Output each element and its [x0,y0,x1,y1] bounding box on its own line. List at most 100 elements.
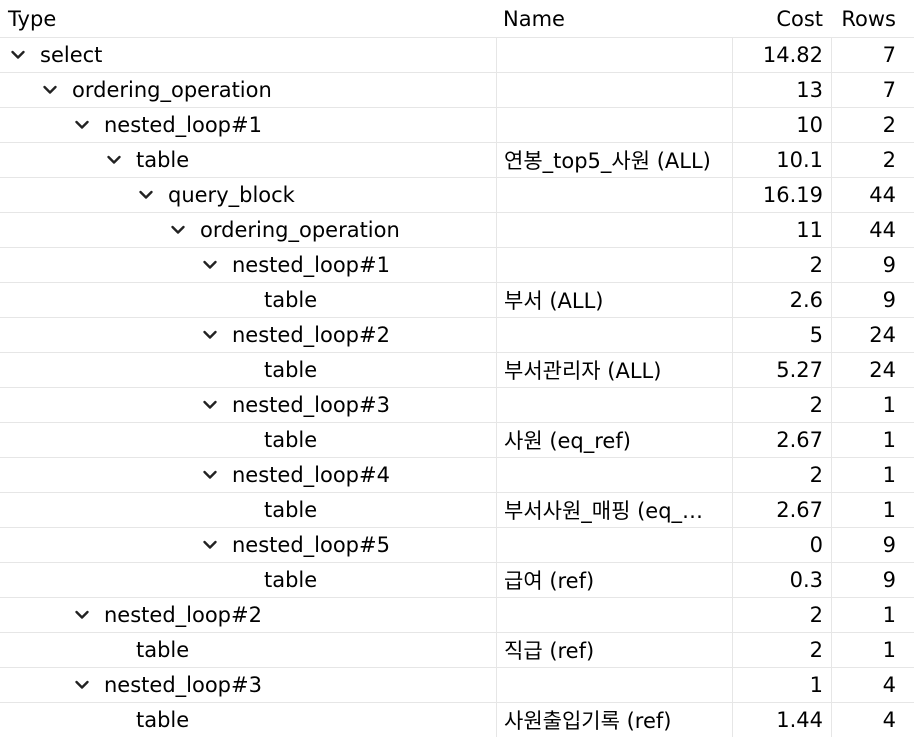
chevron-down-icon[interactable] [200,388,232,422]
type-cell: table [0,493,496,527]
type-cell: nested_loop#4 [0,458,496,492]
type-label: nested_loop#3 [104,673,262,697]
name-label: 사원 (eq_ref) [504,429,631,453]
type-label: select [40,43,103,67]
tree-row[interactable]: table 부서사원_매핑 (eq_… 2.67 1 [0,492,914,527]
type-cell: nested_loop#3 [0,668,496,702]
name-label: 직급 (ref) [504,639,595,663]
type-cell: nested_loop#2 [0,598,496,632]
tree-row[interactable]: table 부서 (ALL) 2.6 9 [0,282,914,317]
tree-row[interactable]: nested_loop#2 5 24 [0,317,914,352]
chevron-down-icon[interactable] [40,73,72,107]
cost-cell: 5.27 [732,353,831,387]
cost-cell: 2 [732,388,831,422]
name-label: 부서사원_매핑 (eq_… [504,499,704,523]
name-label: 연봉_top5_사원 (ALL) [504,149,711,173]
tree-row[interactable]: query_block 16.19 44 [0,177,914,212]
cost-cell: 0 [732,528,831,562]
rows-cell: 9 [831,283,914,317]
type-label: table [264,568,318,592]
type-label: nested_loop#5 [232,533,390,557]
rows-cell: 24 [831,318,914,352]
chevron-down-icon[interactable] [72,108,104,142]
tree-row[interactable]: table 부서관리자 (ALL) 5.27 24 [0,352,914,387]
tree-row[interactable]: select 14.82 7 [0,37,914,72]
tree-row[interactable]: nested_loop#3 1 4 [0,667,914,702]
tree-row[interactable]: table 연봉_top5_사원 (ALL) 10.1 2 [0,142,914,177]
cost-cell: 2.67 [732,423,831,457]
name-cell [496,248,732,282]
name-cell: 부서사원_매핑 (eq_… [496,493,732,527]
cost-cell: 2 [732,598,831,632]
tree-row[interactable]: ordering_operation 11 44 [0,212,914,247]
rows-cell: 7 [831,38,914,72]
chevron-down-icon[interactable] [104,143,136,177]
type-cell: select [0,38,496,72]
type-cell: nested_loop#1 [0,108,496,142]
type-label: query_block [168,183,295,207]
name-cell [496,388,732,422]
rows-cell: 1 [831,633,914,667]
name-cell [496,73,732,107]
type-cell: table [0,353,496,387]
tree-row[interactable]: table 사원 (eq_ref) 2.67 1 [0,422,914,457]
chevron-down-icon[interactable] [168,213,200,247]
type-cell: nested_loop#1 [0,248,496,282]
tree-row[interactable]: table 급여 (ref) 0.3 9 [0,562,914,597]
cost-cell: 0.3 [732,563,831,597]
type-label: nested_loop#2 [104,603,262,627]
tree-row[interactable]: nested_loop#5 0 9 [0,527,914,562]
type-label: nested_loop#4 [232,463,390,487]
chevron-down-icon[interactable] [72,668,104,702]
tree-row[interactable]: ordering_operation 13 7 [0,72,914,107]
tree-row[interactable]: table 사원출입기록 (ref) 1.44 4 [0,702,914,737]
column-header-cost[interactable]: Cost [776,6,823,31]
type-cell: ordering_operation [0,213,496,247]
name-cell [496,178,732,212]
tree-row[interactable]: table 직급 (ref) 2 1 [0,632,914,667]
type-cell: nested_loop#5 [0,528,496,562]
rows-cell: 1 [831,458,914,492]
tree-rows: select 14.82 7 ordering_operation 13 7 nested_… [0,37,914,737]
cost-cell: 2.6 [732,283,831,317]
tree-row[interactable]: nested_loop#3 2 1 [0,387,914,422]
column-header-rows[interactable]: Rows [841,6,896,31]
chevron-down-icon[interactable] [136,178,168,212]
rows-cell: 1 [831,388,914,422]
name-cell: 사원 (eq_ref) [496,423,732,457]
chevron-down-icon[interactable] [200,528,232,562]
cost-cell: 11 [732,213,831,247]
tree-row[interactable]: nested_loop#1 10 2 [0,107,914,142]
type-cell: table [0,143,496,177]
rows-cell: 44 [831,213,914,247]
column-header-row: Type Name Cost Rows [0,0,914,37]
rows-cell: 44 [831,178,914,212]
name-cell: 직급 (ref) [496,633,732,667]
type-cell: nested_loop#2 [0,318,496,352]
chevron-down-icon[interactable] [72,598,104,632]
tree-row[interactable]: nested_loop#1 2 9 [0,247,914,282]
name-cell: 급여 (ref) [496,563,732,597]
chevron-down-icon[interactable] [200,458,232,492]
rows-cell: 7 [831,73,914,107]
column-header-name[interactable]: Name [503,6,565,31]
type-cell: query_block [0,178,496,212]
type-label: table [136,638,190,662]
chevron-down-icon[interactable] [8,38,40,72]
type-label: nested_loop#2 [232,323,390,347]
cost-cell: 13 [732,73,831,107]
tree-row[interactable]: nested_loop#4 2 1 [0,457,914,492]
tree-row[interactable]: nested_loop#2 2 1 [0,597,914,632]
chevron-down-icon[interactable] [200,318,232,352]
name-label: 급여 (ref) [504,569,595,593]
name-cell: 연봉_top5_사원 (ALL) [496,143,732,177]
type-cell: table [0,283,496,317]
name-cell [496,458,732,492]
type-label: nested_loop#3 [232,393,390,417]
column-header-type[interactable]: Type [8,6,57,31]
rows-cell: 1 [831,598,914,632]
name-cell: 부서 (ALL) [496,283,732,317]
rows-cell: 9 [831,248,914,282]
chevron-down-icon[interactable] [200,248,232,282]
name-cell [496,108,732,142]
